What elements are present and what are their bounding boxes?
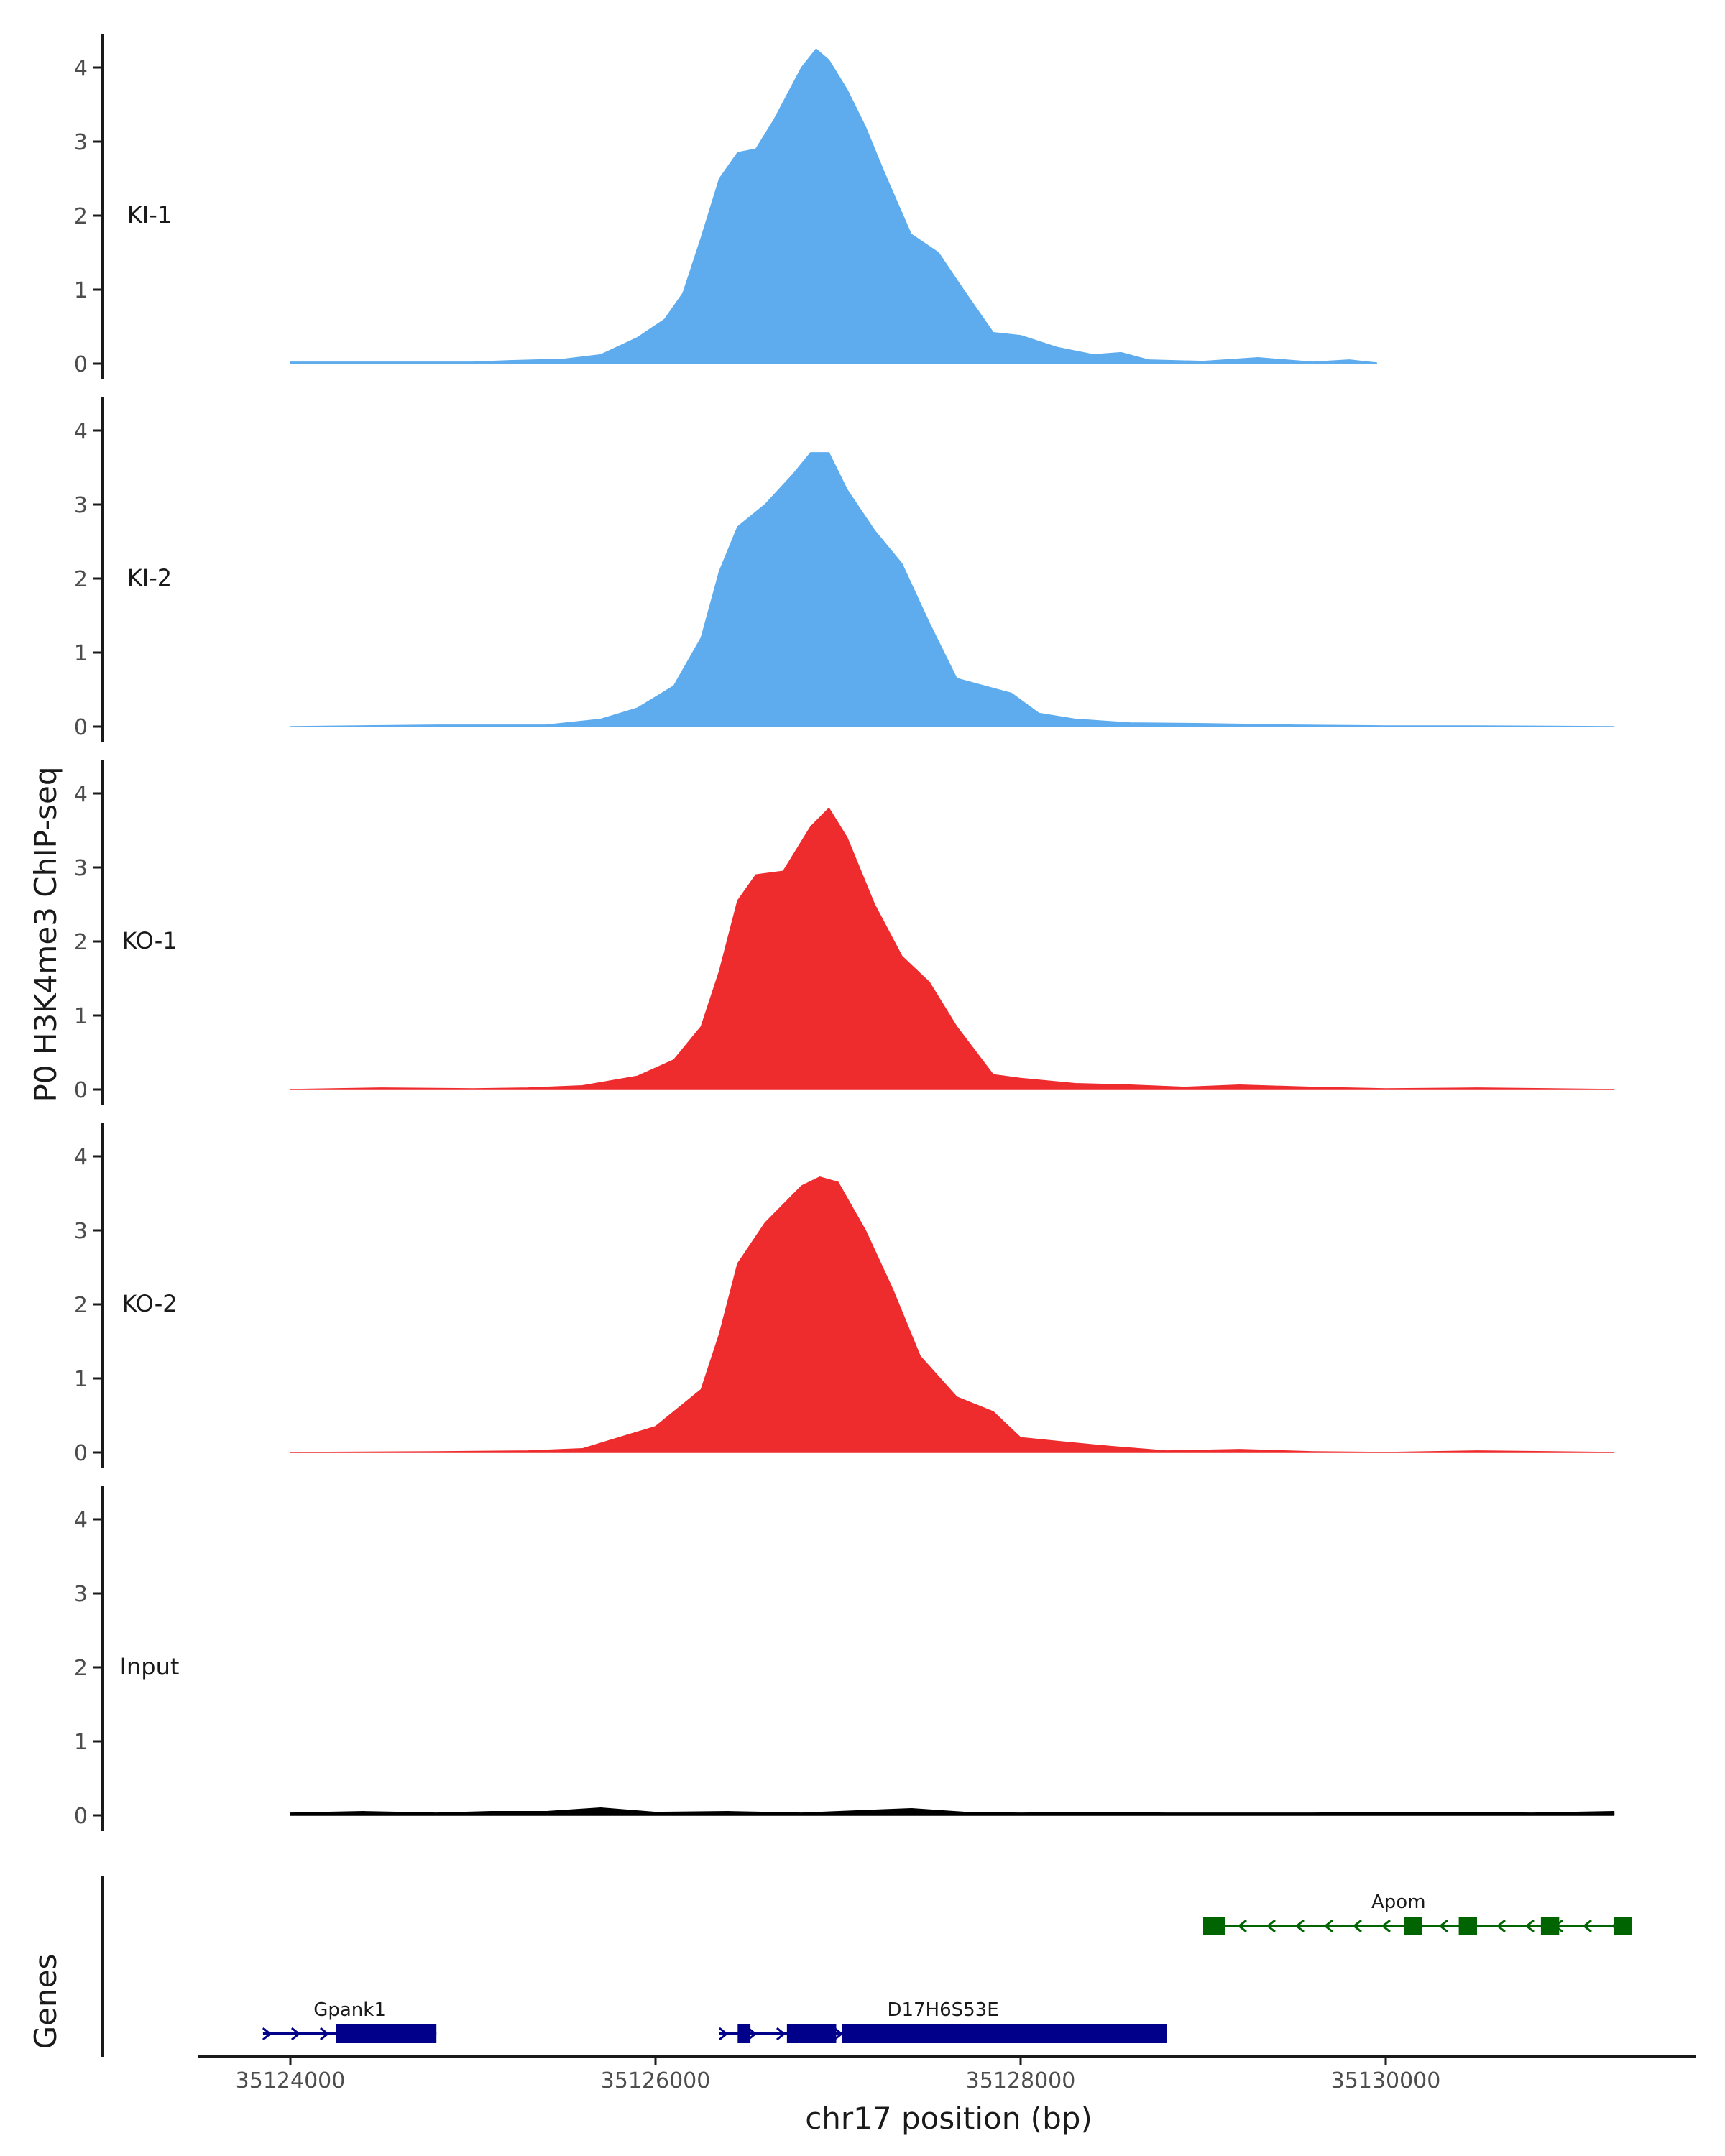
y-tick-label: 3 [74,493,88,518]
gene-exon [737,2024,751,2043]
signal-area-ko-2 [290,1176,1615,1453]
y-tick-label: 0 [74,1804,88,1829]
signal-area-input [290,1807,1615,1816]
gene-exon [336,2024,437,2043]
y-tick-label: 4 [74,56,88,81]
y-tick-label: 1 [74,1367,88,1392]
strand-arrow [718,2027,729,2041]
track-label: KI-1 [127,201,172,229]
gene-d17h6s53e: D17H6S53E [718,1999,1167,2043]
strand-arrow [833,2027,844,2041]
y-tick-label: 1 [74,278,88,303]
track-input: 0 1 2 3 4 Input [74,1486,1615,1831]
strand-arrow [1496,1919,1506,1933]
y-tick-label: 0 [74,715,88,740]
x-tick-label: 35130000 [1331,2068,1441,2093]
track-ki-2: 0 1 2 3 4 KI-2 [74,397,1615,742]
strand-arrow [1294,1919,1305,1933]
y-tick-label: 3 [74,856,88,881]
track-label: KI-2 [127,564,172,591]
y-tick-label: 1 [74,1730,88,1755]
strand-arrow [1237,1919,1247,1933]
gene-annotation-panel: Gpank1 D17H6S53E Apom [101,1876,1632,2057]
signal-tracks: 0 1 2 3 4 KI-1 0 1 2 3 4 KI-2 0 1 2 3 4 KO-1 0 1 2 3 4 KO-2 0 1 2 3… [74,34,1615,1831]
strand-arrow [747,2027,758,2041]
strand-arrow [290,2027,301,2041]
track-ko-2: 0 1 2 3 4 KO-2 [74,1123,1615,1468]
y-tick-label: 2 [74,930,88,955]
gene-exon [1203,1917,1225,1935]
gene-gpank1: Gpank1 [262,1999,437,2043]
y-tick-label: 2 [74,1293,88,1318]
x-axis: 35124000 35126000 35128000 35130000 [198,2055,1696,2093]
y-tick-label: 2 [74,1656,88,1681]
gene-label: Gpank1 [313,1999,386,2021]
y-tick-label: 4 [74,1508,88,1533]
x-tick-label: 35124000 [236,2068,346,2093]
gene-exon [786,2024,837,2043]
strand-arrow [1381,1919,1391,1933]
signal-area-ko-1 [290,807,1615,1090]
gene-label: Apom [1371,1892,1426,1913]
track-ko-1: 0 1 2 3 4 KO-1 [74,760,1615,1105]
signal-area-ki-1 [290,48,1378,364]
strand-arrow [319,2027,330,2041]
y-tick-label: 4 [74,1145,88,1170]
strand-arrow [262,2027,272,2041]
strand-arrow [776,2027,786,2041]
strand-arrow [1582,1919,1592,1933]
strand-arrow [1438,1919,1448,1933]
y-tick-label: 2 [74,204,88,229]
y-tick-label: 0 [74,1441,88,1466]
y-tick-label: 3 [74,1219,88,1244]
track-label: Input [120,1653,180,1680]
gene-exon [1458,1917,1477,1935]
track-ki-1: 0 1 2 3 4 KI-1 [74,34,1378,379]
strand-arrow [1352,1919,1362,1933]
gene-exon [1540,1917,1560,1935]
strand-arrow [1266,1919,1276,1933]
track-label: KO-1 [121,927,177,954]
y-tick-label: 2 [74,567,88,592]
track-label: KO-2 [121,1290,177,1317]
y-tick-label: 3 [74,130,88,155]
y-tick-label: 1 [74,1004,88,1029]
gene-exon [1404,1917,1422,1935]
y-tick-label: 0 [74,1078,88,1103]
signal-area-ki-2 [290,452,1615,727]
x-axis-title: chr17 position (bp) [805,2101,1092,2136]
y-tick-label: 0 [74,352,88,377]
y-tick-label: 4 [74,419,88,444]
x-tick-label: 35128000 [966,2068,1076,2093]
y-tick-label: 3 [74,1582,88,1607]
gene-exon [1614,1917,1632,1935]
gene-exon [842,2024,1167,2043]
gene-label: D17H6S53E [887,1999,998,2021]
gene-apom: Apom [1203,1892,1632,1935]
strand-arrow [1524,1919,1535,1933]
x-tick-label: 35126000 [601,2068,711,2093]
genes-axis-title: Genes [28,1954,63,2050]
y-axis-title: P0 H3K4me3 ChIP-seq [28,766,63,1102]
strand-arrow [1323,1919,1333,1933]
y-tick-label: 4 [74,782,88,807]
y-tick-label: 1 [74,641,88,666]
